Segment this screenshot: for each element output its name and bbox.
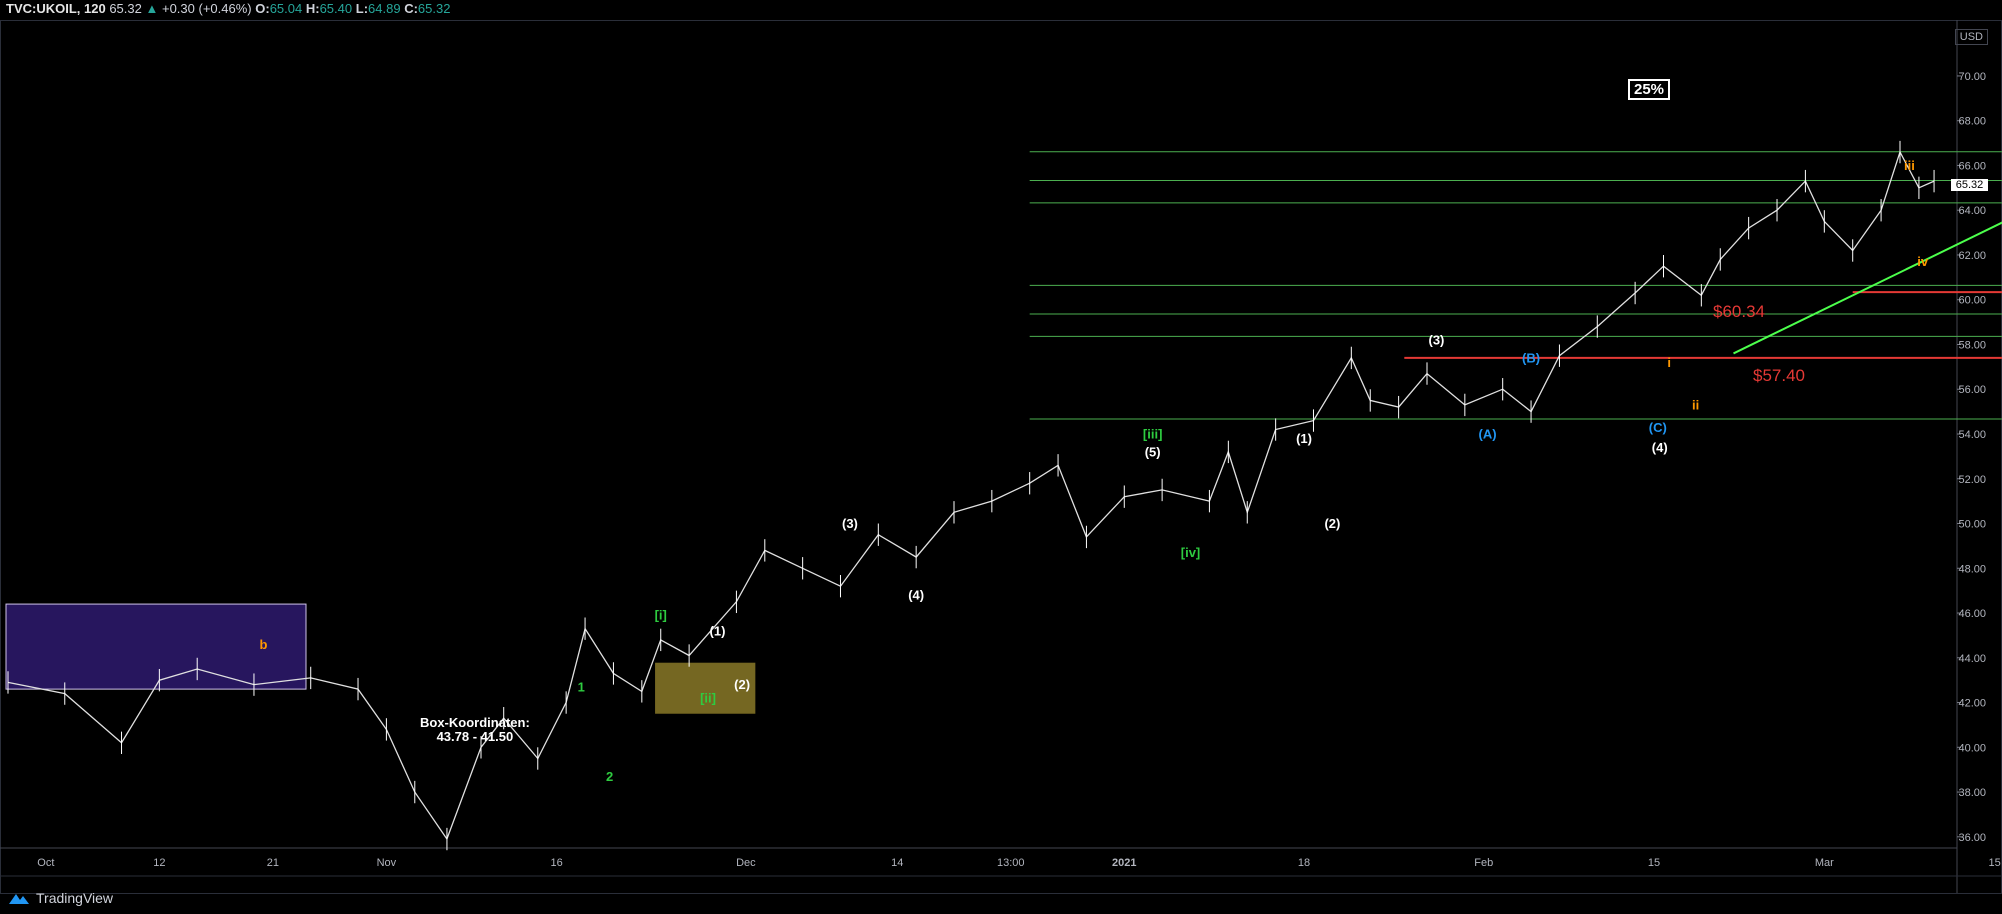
wave-label: (2) (734, 677, 750, 692)
box-note-title: Box-Koordinaten: (420, 715, 530, 730)
time-tick-label: Nov (377, 857, 397, 869)
price-tick-label: 46.00 (1958, 608, 1986, 620)
low-value: 64.89 (368, 1, 401, 16)
time-tick-label: 16 (551, 857, 563, 869)
last-price: 65.32 (109, 1, 142, 16)
price-tick-label: 60.00 (1958, 295, 1986, 307)
box-note-range: 43.78 - 41.50 (436, 729, 514, 744)
price-tick-label: 54.00 (1958, 429, 1986, 441)
time-tick-label: 14 (891, 857, 903, 869)
symbol-name[interactable]: TVC:UKOIL, 120 (6, 1, 106, 16)
high-value: 65.40 (319, 1, 353, 16)
wave-label: (C) (1649, 420, 1667, 435)
time-tick-label: 15 (1988, 857, 2000, 869)
price-series (7, 150, 1935, 841)
time-tick-label: Mar (1815, 857, 1834, 869)
tradingview-logo[interactable]: TradingView (8, 890, 113, 906)
wave-label: [ii] (700, 691, 716, 706)
wave-label: (B) (1522, 350, 1540, 365)
up-triangle-icon: ▲ (145, 1, 159, 16)
open-value: 65.04 (269, 1, 303, 16)
price-tick-label: 70.00 (1958, 71, 1986, 83)
time-tick-label: 21 (267, 857, 279, 869)
consolidation-box (655, 662, 756, 714)
wave-label: [iii] (1143, 426, 1163, 441)
wave-label: 2 (606, 769, 613, 784)
time-tick-label: 2021 (1112, 857, 1136, 869)
wave-label: iv (1917, 254, 1929, 269)
wave-label: ii (1692, 397, 1699, 412)
wave-label: (1) (710, 623, 726, 638)
wave-label: (A) (1479, 426, 1497, 441)
time-tick-label: Feb (1474, 857, 1493, 869)
wave-label: (5) (1145, 444, 1161, 459)
price-change: +0.30 (+0.46%) (161, 1, 252, 16)
wave-label: [iv] (1181, 545, 1201, 560)
wave-label: (4) (1652, 440, 1668, 455)
close-value: 65.32 (417, 1, 451, 16)
trend-arrow (1733, 221, 2002, 355)
box-note: Box-Koordinaten: 43.78 - 41.50 (420, 716, 530, 744)
price-tick-label: 48.00 (1958, 563, 1986, 575)
wave-label: (3) (842, 516, 858, 531)
target-57-label: $57.40 (1753, 366, 1805, 385)
price-tick-label: 44.00 (1958, 653, 1986, 665)
time-tick-label: 15 (1648, 857, 1660, 869)
price-tick-label: 52.00 (1958, 474, 1986, 486)
time-tick-label: Oct (37, 857, 54, 869)
wave-label: (3) (1429, 332, 1445, 347)
tradingview-icon (9, 894, 29, 904)
wave-label: (2) (1324, 516, 1340, 531)
time-tick-label: 18 (1298, 857, 1310, 869)
time-tick-label: 12 (153, 857, 165, 869)
target-60-label: $60.34 (1713, 302, 1765, 321)
price-tick-label: 66.00 (1958, 160, 1986, 172)
price-tick-label: 64.00 (1958, 205, 1986, 217)
wave-label: (4) (908, 588, 924, 603)
wave-label: i (1667, 355, 1671, 370)
current-price-tag: 65.32 (1951, 179, 1988, 191)
range-box (5, 603, 307, 690)
price-tick-label: 38.00 (1958, 787, 1986, 799)
wave-label: (1) (1296, 431, 1312, 446)
price-tick-label: 36.00 (1958, 832, 1986, 844)
price-tick-label: 68.00 (1958, 116, 1986, 128)
wave-label: 1 (578, 679, 585, 694)
wave-label: b (259, 637, 267, 652)
symbol-header: TVC:UKOIL, 120 65.32 ▲ +0.30 (+0.46%) O:… (6, 1, 451, 16)
price-tick-label: 40.00 (1958, 742, 1986, 754)
brand-name: TradingView (36, 890, 114, 906)
price-tick-label: 58.00 (1958, 339, 1986, 351)
price-tick-label: 50.00 (1958, 519, 1986, 531)
wave-label: [i] (655, 608, 667, 623)
currency-button[interactable]: USD (1954, 29, 1988, 45)
wave-label: iii (1904, 158, 1915, 173)
time-tick-label: 13:00 (997, 857, 1025, 869)
time-tick-label: Dec (736, 857, 756, 869)
price-tick-label: 42.00 (1958, 698, 1986, 710)
price-tick-label: 62.00 (1958, 250, 1986, 262)
projection-percent: 25% (1628, 79, 1671, 100)
price-tick-label: 56.00 (1958, 384, 1986, 396)
